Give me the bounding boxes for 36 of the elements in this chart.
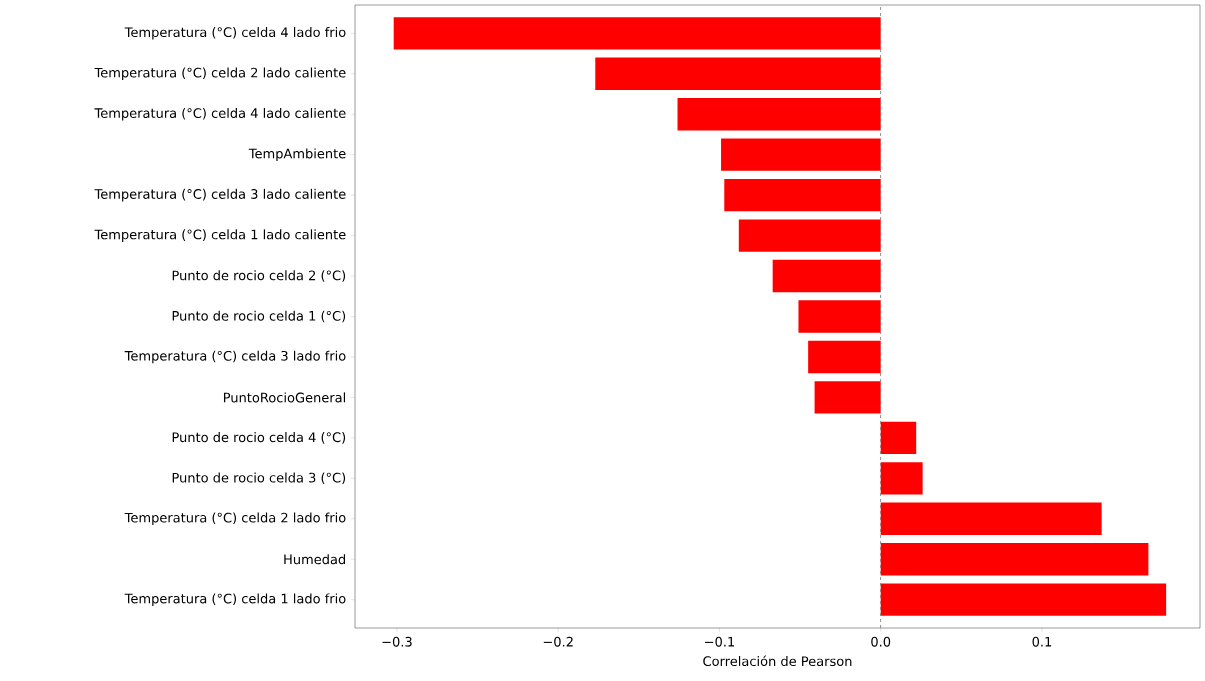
bar xyxy=(880,583,1167,616)
bar xyxy=(880,502,1102,535)
y-tick-label: Humedad xyxy=(284,554,346,565)
y-tick-label: PuntoRocioGeneral xyxy=(223,392,346,403)
bar xyxy=(808,340,881,374)
y-tick-label: Temperatura (°C) celda 1 lado caliente xyxy=(94,229,346,242)
y-tick-label: Punto de rocio celda 3 (°C) xyxy=(172,472,346,485)
bar xyxy=(721,138,881,171)
bar xyxy=(393,17,881,50)
y-tick-label: Temperatura (°C) celda 2 lado frio xyxy=(124,512,346,526)
y-tick-label: TempAmbiente xyxy=(248,148,346,161)
x-tick-label: −0.1 xyxy=(705,636,735,647)
y-tick-label: Temperatura (°C) celda 3 lado caliente xyxy=(94,188,346,202)
x-tick-label: −0.2 xyxy=(543,636,573,647)
x-tick-label: 0.1 xyxy=(1032,636,1052,647)
y-tick-label: Punto de rocio celda 2 (°C) xyxy=(172,270,346,282)
y-tick-label: Temperatura (°C) celda 4 lado frio xyxy=(124,27,346,40)
y-tick-label: Temperatura (°C) celda 2 lado caliente xyxy=(94,67,346,81)
x-axis-title: Correlación de Pearson xyxy=(703,655,852,667)
y-tick-label: Temperatura (°C) celda 4 lado caliente xyxy=(94,107,346,121)
bar xyxy=(880,462,923,495)
bar xyxy=(798,300,881,333)
y-tick-label: Punto de rocio celda 4 (°C) xyxy=(172,432,346,444)
x-tick-label: −0.3 xyxy=(382,636,412,647)
bar xyxy=(738,219,881,252)
y-tick-label: Temperatura (°C) celda 1 lado frio xyxy=(124,593,346,606)
bar xyxy=(814,381,881,414)
y-tick-label: Temperatura (°C) celda 3 lado frio xyxy=(124,350,346,364)
bar xyxy=(595,57,881,90)
bar xyxy=(772,259,881,293)
bar xyxy=(724,178,881,212)
x-tick-label: 0.0 xyxy=(871,636,891,647)
bar xyxy=(677,98,881,131)
bar xyxy=(880,421,917,455)
bar xyxy=(880,543,1149,576)
y-tick-label: Punto de rocio celda 1 (°C) xyxy=(172,310,346,323)
